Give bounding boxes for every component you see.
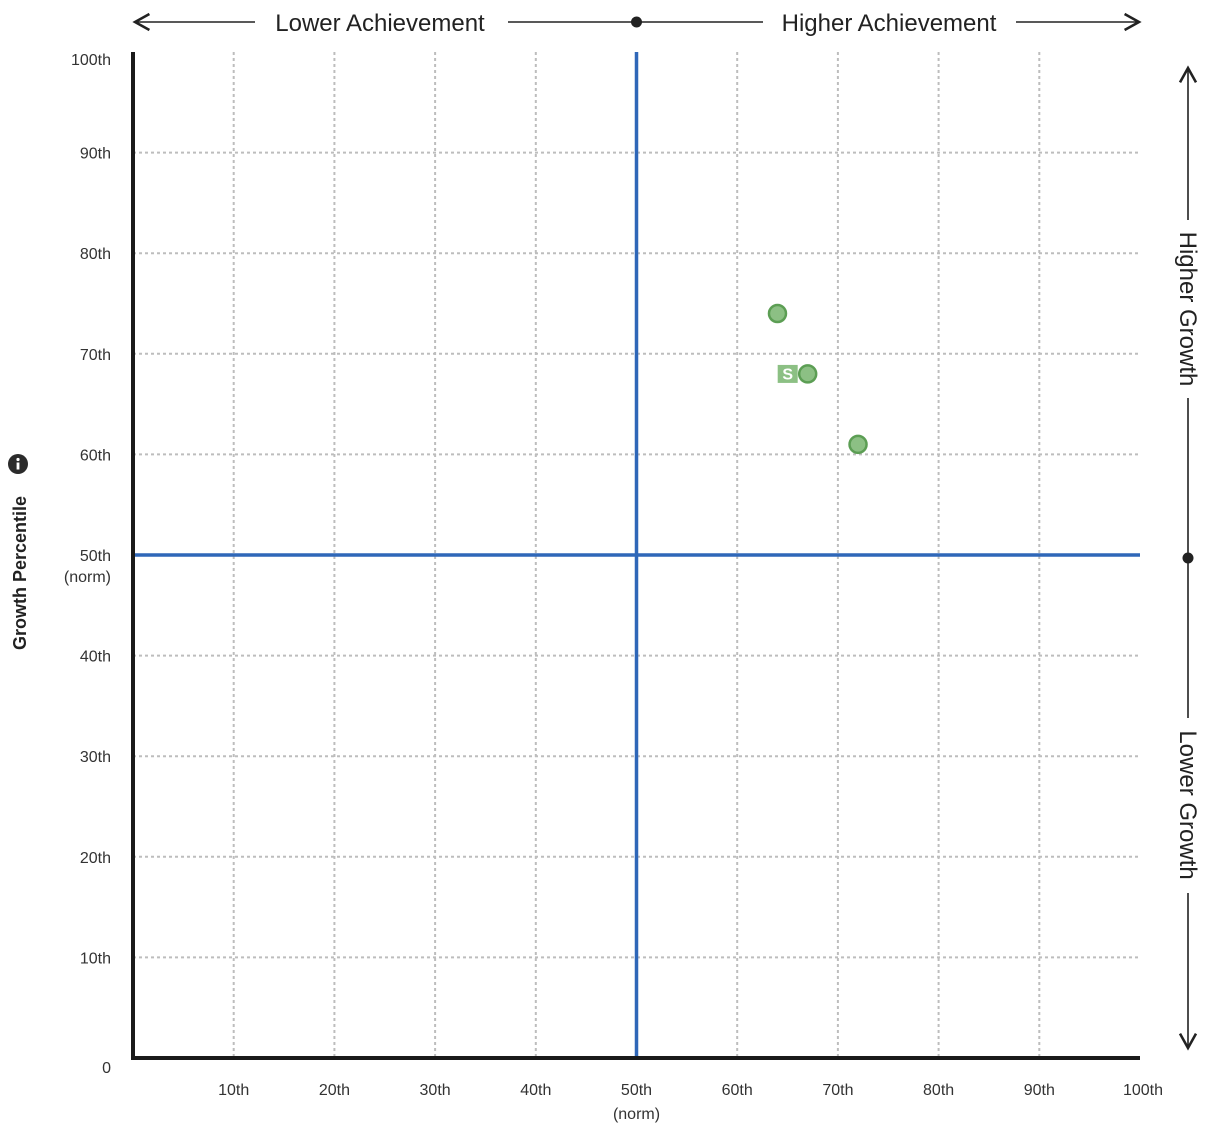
x-tick-label-10: 10th xyxy=(218,1082,249,1099)
x-tick-label-70: 70th xyxy=(822,1082,853,1099)
info-icon xyxy=(8,454,28,474)
point-marker-badge: S xyxy=(777,364,798,383)
x-tick-label-90: 90th xyxy=(1024,1082,1055,1099)
lower-achievement-label: Lower Achievement xyxy=(275,10,485,37)
norm-lines xyxy=(133,52,1140,1058)
direction-labels: Lower Achievement Higher Achievement Highe… xyxy=(132,10,1201,1051)
x-tick-label-100: 100th xyxy=(1123,1082,1163,1099)
axes xyxy=(131,52,1140,1060)
y-tick-label-40: 40th xyxy=(80,649,111,666)
point-marker-badge-text: S xyxy=(782,366,793,383)
data-point-2 xyxy=(797,364,818,384)
y-tick-label-30: 30th xyxy=(80,749,111,766)
info-icon-dot xyxy=(16,457,20,462)
x-tick-label-50: 50th xyxy=(621,1082,652,1099)
top-center-dot xyxy=(631,16,642,28)
right-center-dot xyxy=(1182,552,1194,564)
y-tick-label-90: 90th xyxy=(80,146,111,163)
y-tick-label-80: 80th xyxy=(80,246,111,263)
y-tick-label-60: 60th xyxy=(80,447,111,464)
y-tick-label-50: 50th xyxy=(80,548,111,565)
x-tick-label-40: 40th xyxy=(520,1082,551,1099)
data-points: S xyxy=(767,303,868,455)
y-axis-title: Growth Percentile xyxy=(10,496,30,650)
data-point-3 xyxy=(848,434,868,455)
x-tick-sublabel-50: (norm) xyxy=(613,1106,660,1123)
x-tick-label-80: 80th xyxy=(923,1082,954,1099)
y-tick-label-100: 100th xyxy=(71,52,111,69)
info-icon-stem xyxy=(16,462,20,470)
tick-labels: 10th 20th 30th 40th 50th (norm) 60th 70th 80th 90… xyxy=(8,52,1163,1123)
higher-growth-label: Higher Growth xyxy=(1174,232,1201,387)
lower-growth-label: Lower Growth xyxy=(1174,730,1201,879)
point-marker-badge-box xyxy=(777,364,798,383)
data-point-1 xyxy=(767,303,788,324)
y-tick-label-70: 70th xyxy=(80,347,111,364)
y-tick-label-10: 10th xyxy=(80,950,111,967)
higher-achievement-label: Higher Achievement xyxy=(782,10,997,37)
x-tick-label-30: 30th xyxy=(420,1082,451,1099)
y-tick-label-0: 0 xyxy=(102,1060,111,1077)
y-tick-label-20: 20th xyxy=(80,850,111,867)
x-tick-label-20: 20th xyxy=(319,1082,350,1099)
y-tick-sublabel-50: (norm) xyxy=(64,569,111,586)
x-tick-label-60: 60th xyxy=(722,1082,753,1099)
